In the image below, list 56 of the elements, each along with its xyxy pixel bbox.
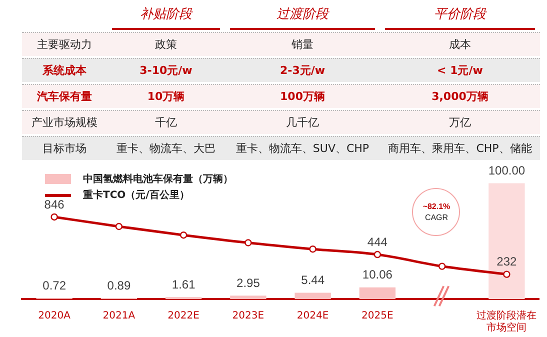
- category-label: 汽车保有量: [37, 90, 92, 103]
- x-tick-label: 2021A: [102, 310, 136, 322]
- category-label: 目标市场: [42, 142, 86, 155]
- point: [180, 231, 188, 239]
- x-tick-label: 2023E: [232, 310, 264, 322]
- bar: [359, 287, 396, 299]
- annotation: CAGR: [424, 212, 450, 223]
- text: < 1元/w: [437, 64, 483, 77]
- data-label: 100.00: [488, 164, 526, 178]
- text: 100万辆: [280, 90, 325, 103]
- point: [244, 239, 252, 246]
- point: [374, 250, 382, 258]
- text: 3-10元/w: [140, 64, 192, 77]
- data-label: 5.44: [301, 273, 325, 288]
- text: 10万辆: [147, 90, 185, 103]
- annotation: ~82.1%: [422, 201, 452, 212]
- text: 几千亿: [286, 116, 319, 129]
- x-tick-label: 2022E: [168, 310, 200, 322]
- bar: [230, 296, 266, 299]
- data-label: 0.72: [42, 278, 66, 292]
- text: 千亿: [155, 116, 177, 129]
- category-label: 主要驱动力: [37, 38, 92, 51]
- point: [50, 213, 58, 221]
- legend-label: 中国氢燃料电池车保有量（万辆）: [83, 172, 233, 186]
- point: [115, 222, 123, 230]
- x-tick-label: 过渡阶段潜在市场空间: [476, 310, 537, 334]
- data-label: 232: [496, 254, 518, 269]
- text: 成本: [449, 38, 471, 51]
- point: [503, 270, 510, 278]
- data-label: 2.95: [236, 276, 260, 290]
- bar: [488, 183, 525, 299]
- data-label: 1.61: [172, 277, 196, 292]
- point: [309, 246, 316, 253]
- text: 商用车、乘用车、CHP、储能: [388, 142, 532, 155]
- text: 万亿: [449, 116, 471, 129]
- x-tick-label: 2025E: [362, 310, 394, 322]
- legend-label: 重卡TCO（元/百公里）: [83, 188, 190, 202]
- data-label: 846: [44, 197, 65, 212]
- data-label: 10.06: [362, 268, 393, 282]
- data-label: 444: [367, 234, 388, 249]
- text: 重卡、物流车、SUV、CHP: [236, 142, 370, 155]
- text: 2-3元/w: [280, 64, 326, 77]
- text: 销量: [292, 38, 314, 51]
- text: 3,000万辆: [432, 90, 488, 103]
- category-label: 系统成本: [42, 64, 86, 77]
- category-label: 产业市场规模: [32, 116, 98, 129]
- point: [438, 262, 446, 270]
- bar: [294, 292, 331, 299]
- category-label: 平价阶段: [385, 4, 535, 30]
- text: 政策: [155, 38, 177, 51]
- x-tick-label: 2020A: [38, 310, 71, 322]
- data-label: 0.89: [107, 278, 131, 292]
- text: 重卡、物流车、大巴: [116, 142, 216, 155]
- category-label: 过渡阶段: [230, 4, 375, 30]
- category-label: 补贴阶段: [112, 4, 220, 30]
- x-tick-label: 2024E: [296, 310, 329, 322]
